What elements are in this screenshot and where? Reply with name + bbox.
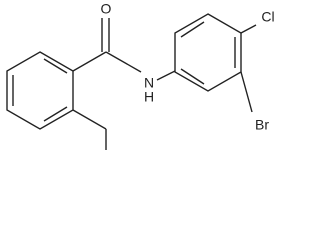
bonds <box>6 13 257 150</box>
atom-label: O <box>101 1 112 17</box>
double-bond <box>180 68 205 85</box>
page: O N H Cl Br (() => { const data = JSON.p… <box>6 0 275 150</box>
double-bond <box>180 21 205 38</box>
double-bond <box>43 58 68 74</box>
amide-bond <box>105 51 142 73</box>
ring-left <box>6 51 74 130</box>
methyl-bond <box>72 109 107 130</box>
double-bond <box>43 106 68 122</box>
bond <box>72 51 107 72</box>
atom-label: N <box>144 75 154 91</box>
atom-label: H <box>144 89 154 105</box>
bond <box>240 71 253 113</box>
atom-label: Br <box>255 117 269 133</box>
ring-right <box>174 13 242 92</box>
bond <box>240 24 257 34</box>
atom-label: Cl <box>261 9 274 25</box>
molecule: O N H Cl Br <box>6 1 275 150</box>
bond <box>156 70 176 81</box>
